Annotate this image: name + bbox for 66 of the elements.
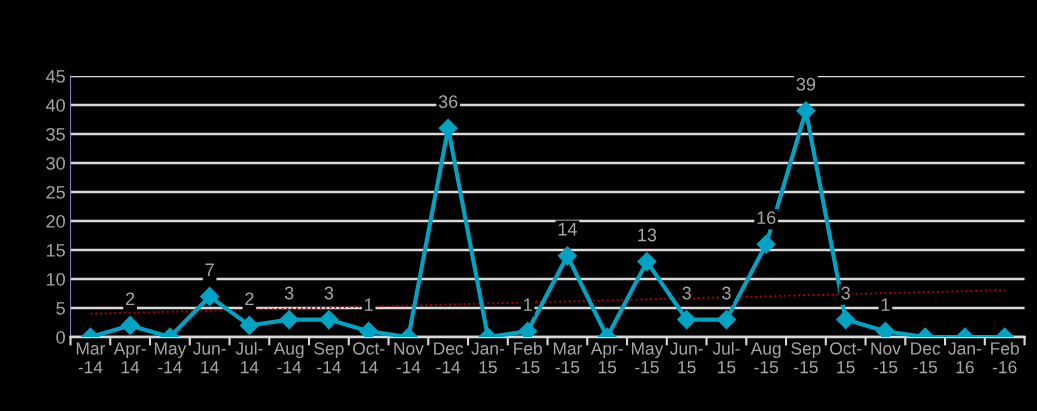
point	[637, 252, 657, 272]
point	[756, 234, 776, 254]
x-tick-label: Jan- 15	[471, 342, 505, 374]
point	[796, 101, 816, 121]
x-tick-label: Sep -15	[791, 342, 821, 374]
data-label: 2	[126, 292, 135, 306]
point	[319, 310, 339, 330]
x-tick-label: Apr- 15	[590, 342, 623, 374]
x-tick-label: May -15	[631, 342, 664, 374]
data-label: 13	[638, 228, 657, 242]
y-tick-label: 40	[45, 98, 65, 112]
point	[518, 321, 538, 338]
data-label: 3	[324, 286, 334, 300]
data-label: 1	[881, 298, 890, 311]
point	[438, 118, 458, 138]
data-label: 3	[682, 286, 691, 300]
point	[557, 246, 577, 266]
data-label: 7	[205, 263, 214, 277]
data-label: 14	[558, 222, 577, 236]
point	[279, 310, 299, 330]
data-label: 1	[365, 298, 373, 311]
x-tick-label: Feb -16	[991, 341, 1019, 374]
data-label: 1	[524, 298, 532, 311]
y-tick-label: 5	[56, 302, 65, 315]
data-label: 39	[796, 77, 816, 91]
x-tick-label: Aug -15	[750, 342, 781, 374]
x-tick-label: Oct- 14	[353, 342, 385, 374]
point	[239, 315, 259, 335]
x-tick-label: Jul- 15	[712, 341, 740, 374]
x-tick-label: Feb -15	[514, 341, 542, 374]
point	[200, 286, 220, 306]
point	[716, 310, 736, 330]
data-label: 3	[284, 286, 294, 300]
x-tick-label: Nov -14	[394, 342, 424, 374]
y-tick-label: 30	[46, 156, 65, 170]
x-tick-label: Nov -15	[871, 342, 901, 374]
y-tick-label: 35	[46, 127, 65, 141]
x-tick-label: Jun- 15	[670, 342, 703, 374]
data-label: 3	[841, 286, 850, 300]
x-tick-label: Aug -14	[273, 342, 304, 374]
x-tick-label: Mar -14	[76, 342, 106, 374]
point	[120, 315, 140, 335]
y-tick-label: 25	[46, 185, 65, 199]
x-tick-label: Mar -15	[553, 342, 583, 374]
y-tick-label: 10	[46, 272, 65, 286]
data-label: 3	[722, 286, 731, 300]
point	[836, 310, 856, 330]
x-tick-label: May -14	[154, 342, 187, 374]
data-label: 2	[245, 292, 254, 306]
x-tick-label: Apr- 14	[113, 342, 146, 374]
x-tick-label: Dec -14	[434, 342, 464, 374]
data-label: 16	[757, 211, 776, 224]
point	[359, 321, 379, 338]
point	[677, 310, 697, 330]
x-tick-label: Jun- 14	[193, 342, 226, 374]
y-tick-label: 20	[46, 214, 65, 228]
x-tick-label: Oct- 15	[830, 342, 862, 374]
data-label: 36	[438, 95, 458, 108]
y-tick-label: 0	[56, 330, 65, 344]
y-tick-label: 15	[46, 244, 65, 257]
point	[875, 321, 895, 338]
x-tick-label: Dec -15	[911, 342, 941, 374]
x-tick-label: Sep -14	[314, 342, 344, 374]
x-tick-label: Jan- 16	[948, 342, 982, 374]
x-tick-label: Jul- 14	[235, 341, 263, 374]
y-tick-label: 45	[45, 70, 65, 83]
